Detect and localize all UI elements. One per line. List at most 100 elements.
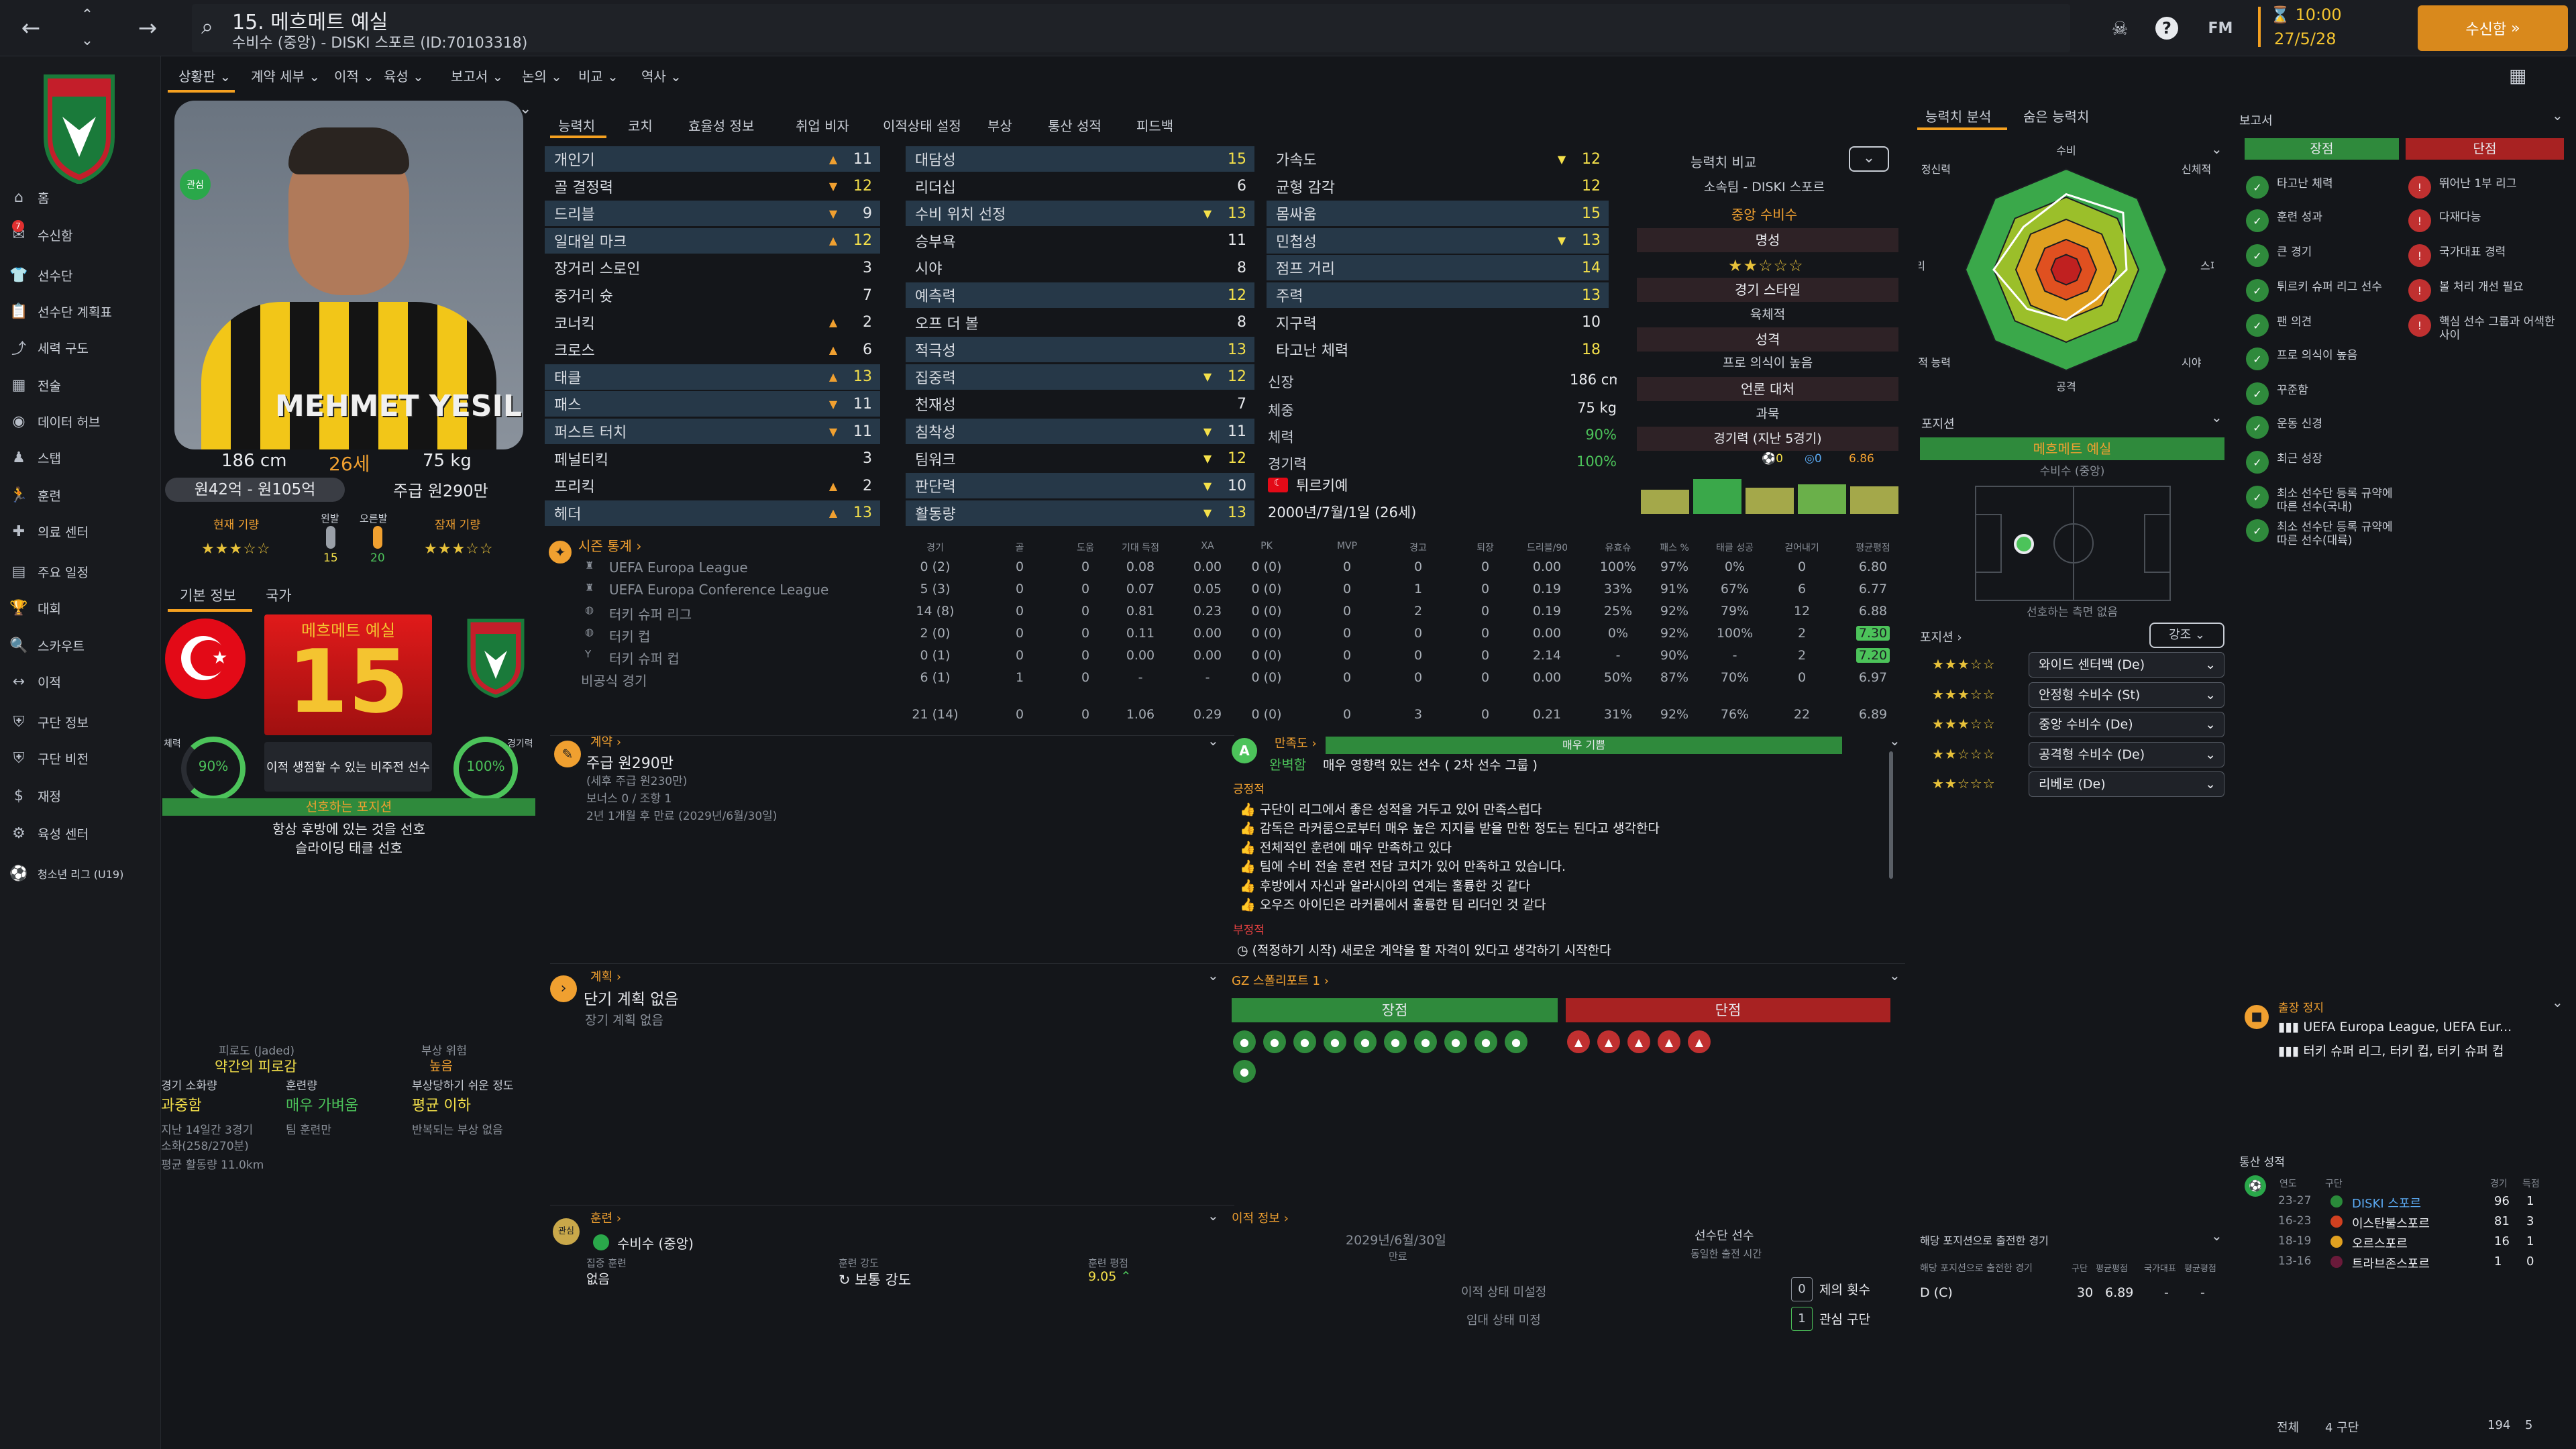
sidebar-item-15[interactable]: ⛨ 구단 비전	[0, 741, 161, 775]
weakness-icon[interactable]: ▲	[1688, 1030, 1711, 1053]
tab-attr-analysis[interactable]: 능력치 분석	[1925, 109, 1992, 125]
con-item[interactable]: 뛰어난 1부 리그	[2439, 177, 2517, 191]
sidebar-item-5[interactable]: ▦ 전술	[0, 368, 161, 402]
strength-icon[interactable]: ●	[1263, 1030, 1286, 1053]
pro-item[interactable]: 최소 선수단 등록 규약에 따른 선수(대륙)	[2277, 521, 2393, 547]
strength-icon[interactable]: ●	[1414, 1030, 1437, 1053]
role-dropdown[interactable]: 공격형 수비수 (De) ⌄	[2029, 741, 2224, 767]
sidebar-item-10[interactable]: ▤ 주요 일정	[0, 554, 161, 589]
subnav-6[interactable]: 비교 ⌄	[578, 68, 619, 85]
sidebar-item-12[interactable]: 🔍 스카우트	[0, 628, 161, 663]
skull-icon[interactable]: ☠	[2111, 17, 2129, 40]
pro-item[interactable]: 최근 성장	[2277, 452, 2322, 466]
sidebar-item-13[interactable]: ↔ 이적	[0, 664, 161, 699]
attr-row[interactable]: 페널티킥 3	[545, 446, 880, 472]
weakness-icon[interactable]: ▲	[1658, 1030, 1680, 1053]
interest-badge[interactable]: 관심	[180, 169, 211, 200]
sidebar-item-18[interactable]: ⚽ 청소년 리그 (U19)	[0, 856, 161, 891]
sidebar-item-9[interactable]: ✚ 의료 센터	[0, 514, 161, 549]
sidebar-item-11[interactable]: 🏆 대회	[0, 590, 161, 625]
strength-icon[interactable]: ●	[1233, 1030, 1256, 1053]
career-club[interactable]: 이스탄불스포르	[2352, 1217, 2430, 1231]
attr-row[interactable]: 천재성 7	[906, 391, 1254, 417]
pro-item[interactable]: 타고난 체력	[2277, 177, 2333, 191]
role-dropdown[interactable]: 중앙 수비수 (De) ⌄	[2029, 712, 2224, 738]
attr-row[interactable]: 헤더 ▲ 13	[545, 500, 880, 526]
apps-chevron-icon[interactable]: ⌄	[2211, 1228, 2222, 1244]
pro-item[interactable]: 운동 신경	[2277, 417, 2322, 431]
attr-tab-7[interactable]: 피드백	[1136, 118, 1174, 134]
pro-item[interactable]: 팬 의견	[2277, 315, 2312, 329]
con-item[interactable]: 다재다능	[2439, 211, 2481, 224]
continue-button[interactable]: 수신함 »	[2418, 5, 2568, 51]
attr-row[interactable]: 패스 ▼ 11	[545, 391, 880, 417]
roles-label[interactable]: 포지션 ›	[1920, 631, 1962, 645]
attr-row[interactable]: 태클 ▲ 13	[545, 364, 880, 390]
sidebar-item-7[interactable]: ♟ 스탭	[0, 440, 161, 475]
season-comp[interactable]: UEFA Europa Conference League	[609, 582, 829, 598]
pro-item[interactable]: 프로 의식이 높음	[2277, 349, 2358, 362]
strength-icon[interactable]: ●	[1324, 1030, 1346, 1053]
squad-role-box[interactable]: 이적 생점할 수 있는 비주전 선수	[264, 742, 432, 792]
season-comp[interactable]: 터키 슈퍼 리그	[609, 606, 692, 623]
chevron-down-icon[interactable]: ⌄	[80, 32, 94, 49]
search-field[interactable]: ⌕ 15. 메흐메트 예실 수비수 (중앙) - DISKI 스포르 (ID:7…	[192, 4, 2070, 52]
role-dropdown[interactable]: 안정형 수비수 (St) ⌄	[2029, 682, 2224, 708]
pro-item[interactable]: 꾸준함	[2277, 384, 2308, 397]
transfer-label[interactable]: 이적 정보 ›	[1232, 1212, 1289, 1226]
strength-icon[interactable]: ●	[1505, 1030, 1527, 1053]
subnav-2[interactable]: 이적 ⌄	[334, 68, 374, 85]
attr-row[interactable]: 시야 8	[906, 255, 1254, 280]
report-chevron-icon[interactable]: ⌄	[2552, 107, 2563, 123]
subnav-7[interactable]: 역사 ⌄	[641, 68, 682, 85]
con-item[interactable]: 국가대표 경력	[2439, 246, 2506, 259]
fm-logo[interactable]: FM	[2208, 19, 2233, 37]
attr-row[interactable]: 점프 거리 14	[1267, 255, 1609, 281]
suspension-chevron-icon[interactable]: ⌄	[2552, 994, 2563, 1010]
happiness-scrollbar[interactable]	[1889, 751, 1893, 879]
strength-icon[interactable]: ●	[1293, 1030, 1316, 1053]
con-item[interactable]: 핵심 선수 그룹과 어색한 사이	[2439, 315, 2555, 342]
highlight-dropdown[interactable]: 강조 ⌄	[2149, 623, 2224, 648]
subnav-4[interactable]: 보고서 ⌄	[451, 68, 504, 85]
attr-tab-4[interactable]: 이적상태 설정	[883, 118, 961, 134]
attr-row[interactable]: 코너킥 ▲ 2	[545, 310, 880, 335]
attr-row[interactable]: 적극성 13	[906, 337, 1254, 363]
layout-icon[interactable]: ▦	[2509, 64, 2527, 87]
sidebar-item-1[interactable]: ✉ 수신함	[0, 217, 161, 252]
chevron-up-icon[interactable]: ⌃	[80, 6, 94, 23]
attr-row[interactable]: 몸싸움 15	[1267, 201, 1609, 227]
weakness-icon[interactable]: ▲	[1567, 1030, 1590, 1053]
tab-nation[interactable]: 국가	[266, 588, 292, 604]
weakness-icon[interactable]: ▲	[1597, 1030, 1620, 1053]
sidebar-item-6[interactable]: ◉ 데이터 허브	[0, 404, 161, 439]
attr-row[interactable]: 대담성 15	[906, 146, 1254, 172]
con-item[interactable]: 볼 처리 개선 필요	[2439, 280, 2524, 294]
attr-row[interactable]: 주력 13	[1267, 282, 1609, 308]
happiness-label[interactable]: 만족도 ›	[1275, 737, 1317, 751]
attr-row[interactable]: 가속도 ▼ 12	[1267, 146, 1609, 172]
attr-row[interactable]: 침착성 ▼ 11	[906, 419, 1254, 444]
offers-count[interactable]: 0	[1791, 1277, 1813, 1301]
attr-row[interactable]: 승부욕 11	[906, 228, 1254, 254]
position-chevron-icon[interactable]: ⌄	[2211, 409, 2222, 425]
strength-icon[interactable]: ●	[1233, 1060, 1256, 1083]
pro-item[interactable]: 튀르키 슈퍼 리그 선수	[2277, 280, 2382, 294]
pro-item[interactable]: 큰 경기	[2277, 246, 2312, 259]
attr-tab-5[interactable]: 부상	[987, 118, 1012, 134]
attr-row[interactable]: 크로스 ▲ 6	[545, 337, 880, 362]
attr-row[interactable]: 수비 위치 선정 ▼ 13	[906, 201, 1254, 227]
help-icon[interactable]: ?	[2147, 8, 2187, 48]
subnav-1[interactable]: 계약 세부 ⌄	[251, 68, 321, 85]
attr-row[interactable]: 프리킥 ▲ 2	[545, 473, 880, 498]
attr-row[interactable]: 민첩성 ▼ 13	[1267, 227, 1609, 254]
career-club[interactable]: 트라브존스포르	[2352, 1257, 2430, 1271]
attr-tab-1[interactable]: 코치	[628, 118, 653, 134]
attr-row[interactable]: 활동량 ▼ 13	[906, 500, 1254, 526]
training-chevron-icon[interactable]: ⌄	[1208, 1208, 1219, 1224]
attr-row[interactable]: 팀워크 ▼ 12	[906, 446, 1254, 472]
role-dropdown[interactable]: 와이드 센터백 (De) ⌄	[2029, 652, 2224, 678]
pro-item[interactable]: 최소 선수단 등록 규약에 따른 선수(국내)	[2277, 487, 2393, 514]
compare-dropdown[interactable]: ⌄	[1849, 146, 1889, 172]
strength-icon[interactable]: ●	[1354, 1030, 1377, 1053]
